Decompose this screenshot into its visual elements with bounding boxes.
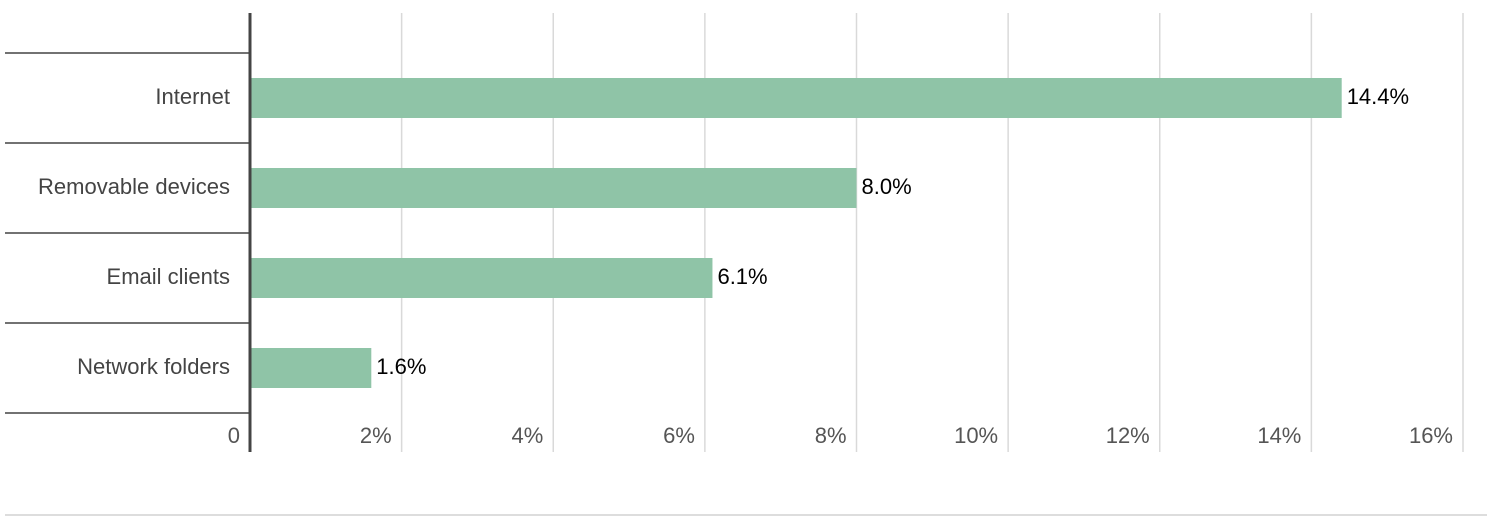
x-tick-label: 16% <box>1409 423 1453 448</box>
y-tick-label: Internet <box>155 84 230 109</box>
bar <box>250 258 713 298</box>
bar <box>250 78 1342 118</box>
x-tick-label: 12% <box>1106 423 1150 448</box>
data-label: 6.1% <box>717 264 767 289</box>
x-tick-label: 14% <box>1257 423 1301 448</box>
x-tick-label: 0 <box>228 423 240 448</box>
y-tick-label: Network folders <box>77 354 230 379</box>
data-label: 8.0% <box>862 174 912 199</box>
x-tick-label: 2% <box>360 423 392 448</box>
bar <box>250 348 372 388</box>
y-tick-label: Email clients <box>107 264 230 289</box>
data-label: 14.4% <box>1347 84 1409 109</box>
bar <box>250 168 857 208</box>
x-tick-label: 10% <box>954 423 998 448</box>
y-tick-label: Removable devices <box>38 174 230 199</box>
x-tick-label: 6% <box>663 423 695 448</box>
x-tick-label: 4% <box>511 423 543 448</box>
data-label: 1.6% <box>376 354 426 379</box>
x-tick-label: 8% <box>815 423 847 448</box>
